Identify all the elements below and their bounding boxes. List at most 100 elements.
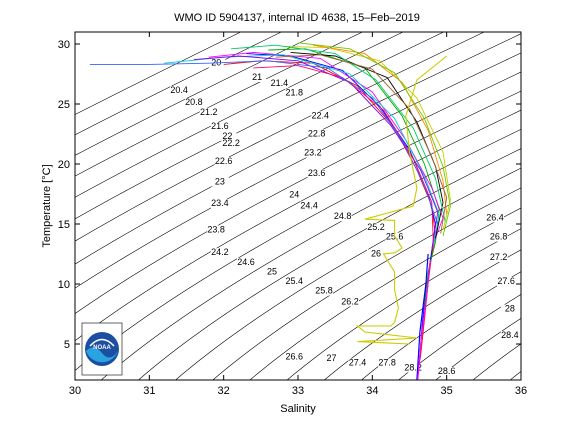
density-contour-line (435, 318, 521, 380)
density-contour-line (75, 90, 521, 342)
density-contour-line (75, 32, 444, 220)
density-label: 22.8 (308, 128, 326, 138)
density-contour-line (138, 148, 521, 380)
profile-line (253, 65, 434, 243)
density-label-backdrop (285, 277, 304, 286)
density-label-backdrop (500, 331, 519, 340)
y-tick-label: 10 (58, 279, 70, 291)
density-contour-line (547, 32, 576, 380)
noaa-logo-text: NOAA (93, 345, 111, 351)
deep-profile-line (416, 253, 429, 380)
density-label: 24 (289, 190, 299, 200)
density-label-backdrop (300, 201, 319, 211)
density-label: 21.4 (271, 78, 289, 88)
density-label-backdrop (367, 249, 385, 259)
density-label-backdrop (341, 297, 359, 307)
density-label: 23 (215, 176, 225, 186)
density-label: 26.6 (286, 352, 304, 362)
y-tick-label: 20 (58, 159, 70, 171)
density-contour-line (286, 228, 521, 380)
density-label-backdrop (210, 177, 229, 187)
density-label-backdrop (500, 304, 519, 314)
density-label-backdrop (285, 352, 304, 362)
density-label: 22.4 (312, 110, 330, 120)
density-contour-line (324, 249, 521, 380)
density-label: 27.8 (378, 358, 396, 368)
density-contour-line (75, 32, 241, 115)
density-label-backdrop (307, 169, 326, 178)
plot-area (75, 32, 521, 380)
density-label: 27.2 (490, 252, 508, 262)
density-contour-line (75, 71, 521, 314)
density-label: 21.2 (200, 107, 218, 117)
chart-title: WMO ID 5904137, internal ID 4638, 15–Feb… (174, 12, 420, 24)
density-label: 26 (371, 248, 381, 258)
density-label-backdrop (207, 225, 226, 235)
x-tick-label: 32 (218, 385, 230, 397)
density-label-backdrop (214, 157, 233, 166)
density-label-backdrop (315, 286, 333, 296)
density-contour-line (75, 32, 323, 156)
density-label: 23.6 (308, 168, 326, 178)
x-tick-label: 34 (366, 385, 378, 397)
x-tick-label: 35 (441, 385, 453, 397)
x-tick-label: 36 (515, 385, 527, 397)
density-label: 22.6 (215, 156, 233, 166)
density-label: 22.2 (222, 138, 240, 148)
profile-line (89, 60, 439, 225)
density-contour-line (75, 32, 282, 136)
density-label: 24.2 (211, 247, 229, 257)
density-label: 21 (252, 72, 262, 82)
density-label: 23.2 (304, 148, 322, 158)
density-label: 22 (222, 131, 232, 141)
density-label: 26.2 (341, 296, 359, 306)
profile-lines (89, 42, 451, 380)
density-label-backdrop (237, 257, 255, 267)
density-label-backdrop (404, 363, 423, 373)
density-label-backdrop (307, 129, 326, 139)
density-label-backdrop (184, 98, 203, 108)
y-axis-ticks: 5 10 15 20 25 30 (58, 39, 521, 351)
density-contour-line (75, 32, 404, 198)
density-label: 21.8 (286, 88, 304, 98)
density-label-backdrop (285, 190, 304, 200)
profile-line (290, 51, 444, 239)
density-label: 20.4 (170, 85, 188, 95)
density-label: 21.6 (211, 121, 229, 131)
density-label-backdrop (333, 212, 352, 222)
density-label-backdrop (210, 122, 229, 132)
density-label-backdrop (437, 367, 456, 376)
density-contour-line (75, 109, 521, 371)
density-contour-line (249, 207, 521, 380)
density-label-backdrop (311, 111, 330, 121)
density-contour-line (175, 167, 521, 380)
density-label: 26.4 (486, 212, 504, 222)
density-label-backdrop (170, 86, 189, 96)
density-label: 28.6 (438, 366, 456, 376)
density-label: 27.4 (349, 358, 367, 368)
density-label-backdrop (489, 253, 508, 262)
density-label-backdrop (218, 131, 237, 141)
density-label-backdrop (367, 223, 385, 232)
density-contour-line (75, 33, 521, 265)
density-label-backdrop (489, 232, 508, 242)
density-contour-line (75, 32, 363, 177)
anomalous-profile-line (355, 55, 448, 345)
density-label-backdrop (385, 232, 404, 242)
deep-profile-line (417, 259, 431, 380)
density-label: 24.6 (237, 257, 255, 267)
profile-line (193, 55, 439, 251)
density-label-backdrop (486, 213, 504, 223)
density-label: 25 (267, 266, 277, 276)
density-label-backdrop (263, 267, 281, 277)
noaa-logo: NOAA (81, 322, 123, 376)
density-label-backdrop (210, 248, 229, 258)
profile-line (297, 42, 451, 237)
density-contour-line (212, 187, 521, 380)
density-label-backdrop (248, 73, 267, 82)
density-label-backdrop (303, 148, 322, 158)
density-label-backdrop (270, 79, 289, 88)
density-label-backdrop (497, 277, 516, 286)
density-label: 20.8 (185, 97, 203, 107)
density-label-backdrop (322, 353, 341, 363)
